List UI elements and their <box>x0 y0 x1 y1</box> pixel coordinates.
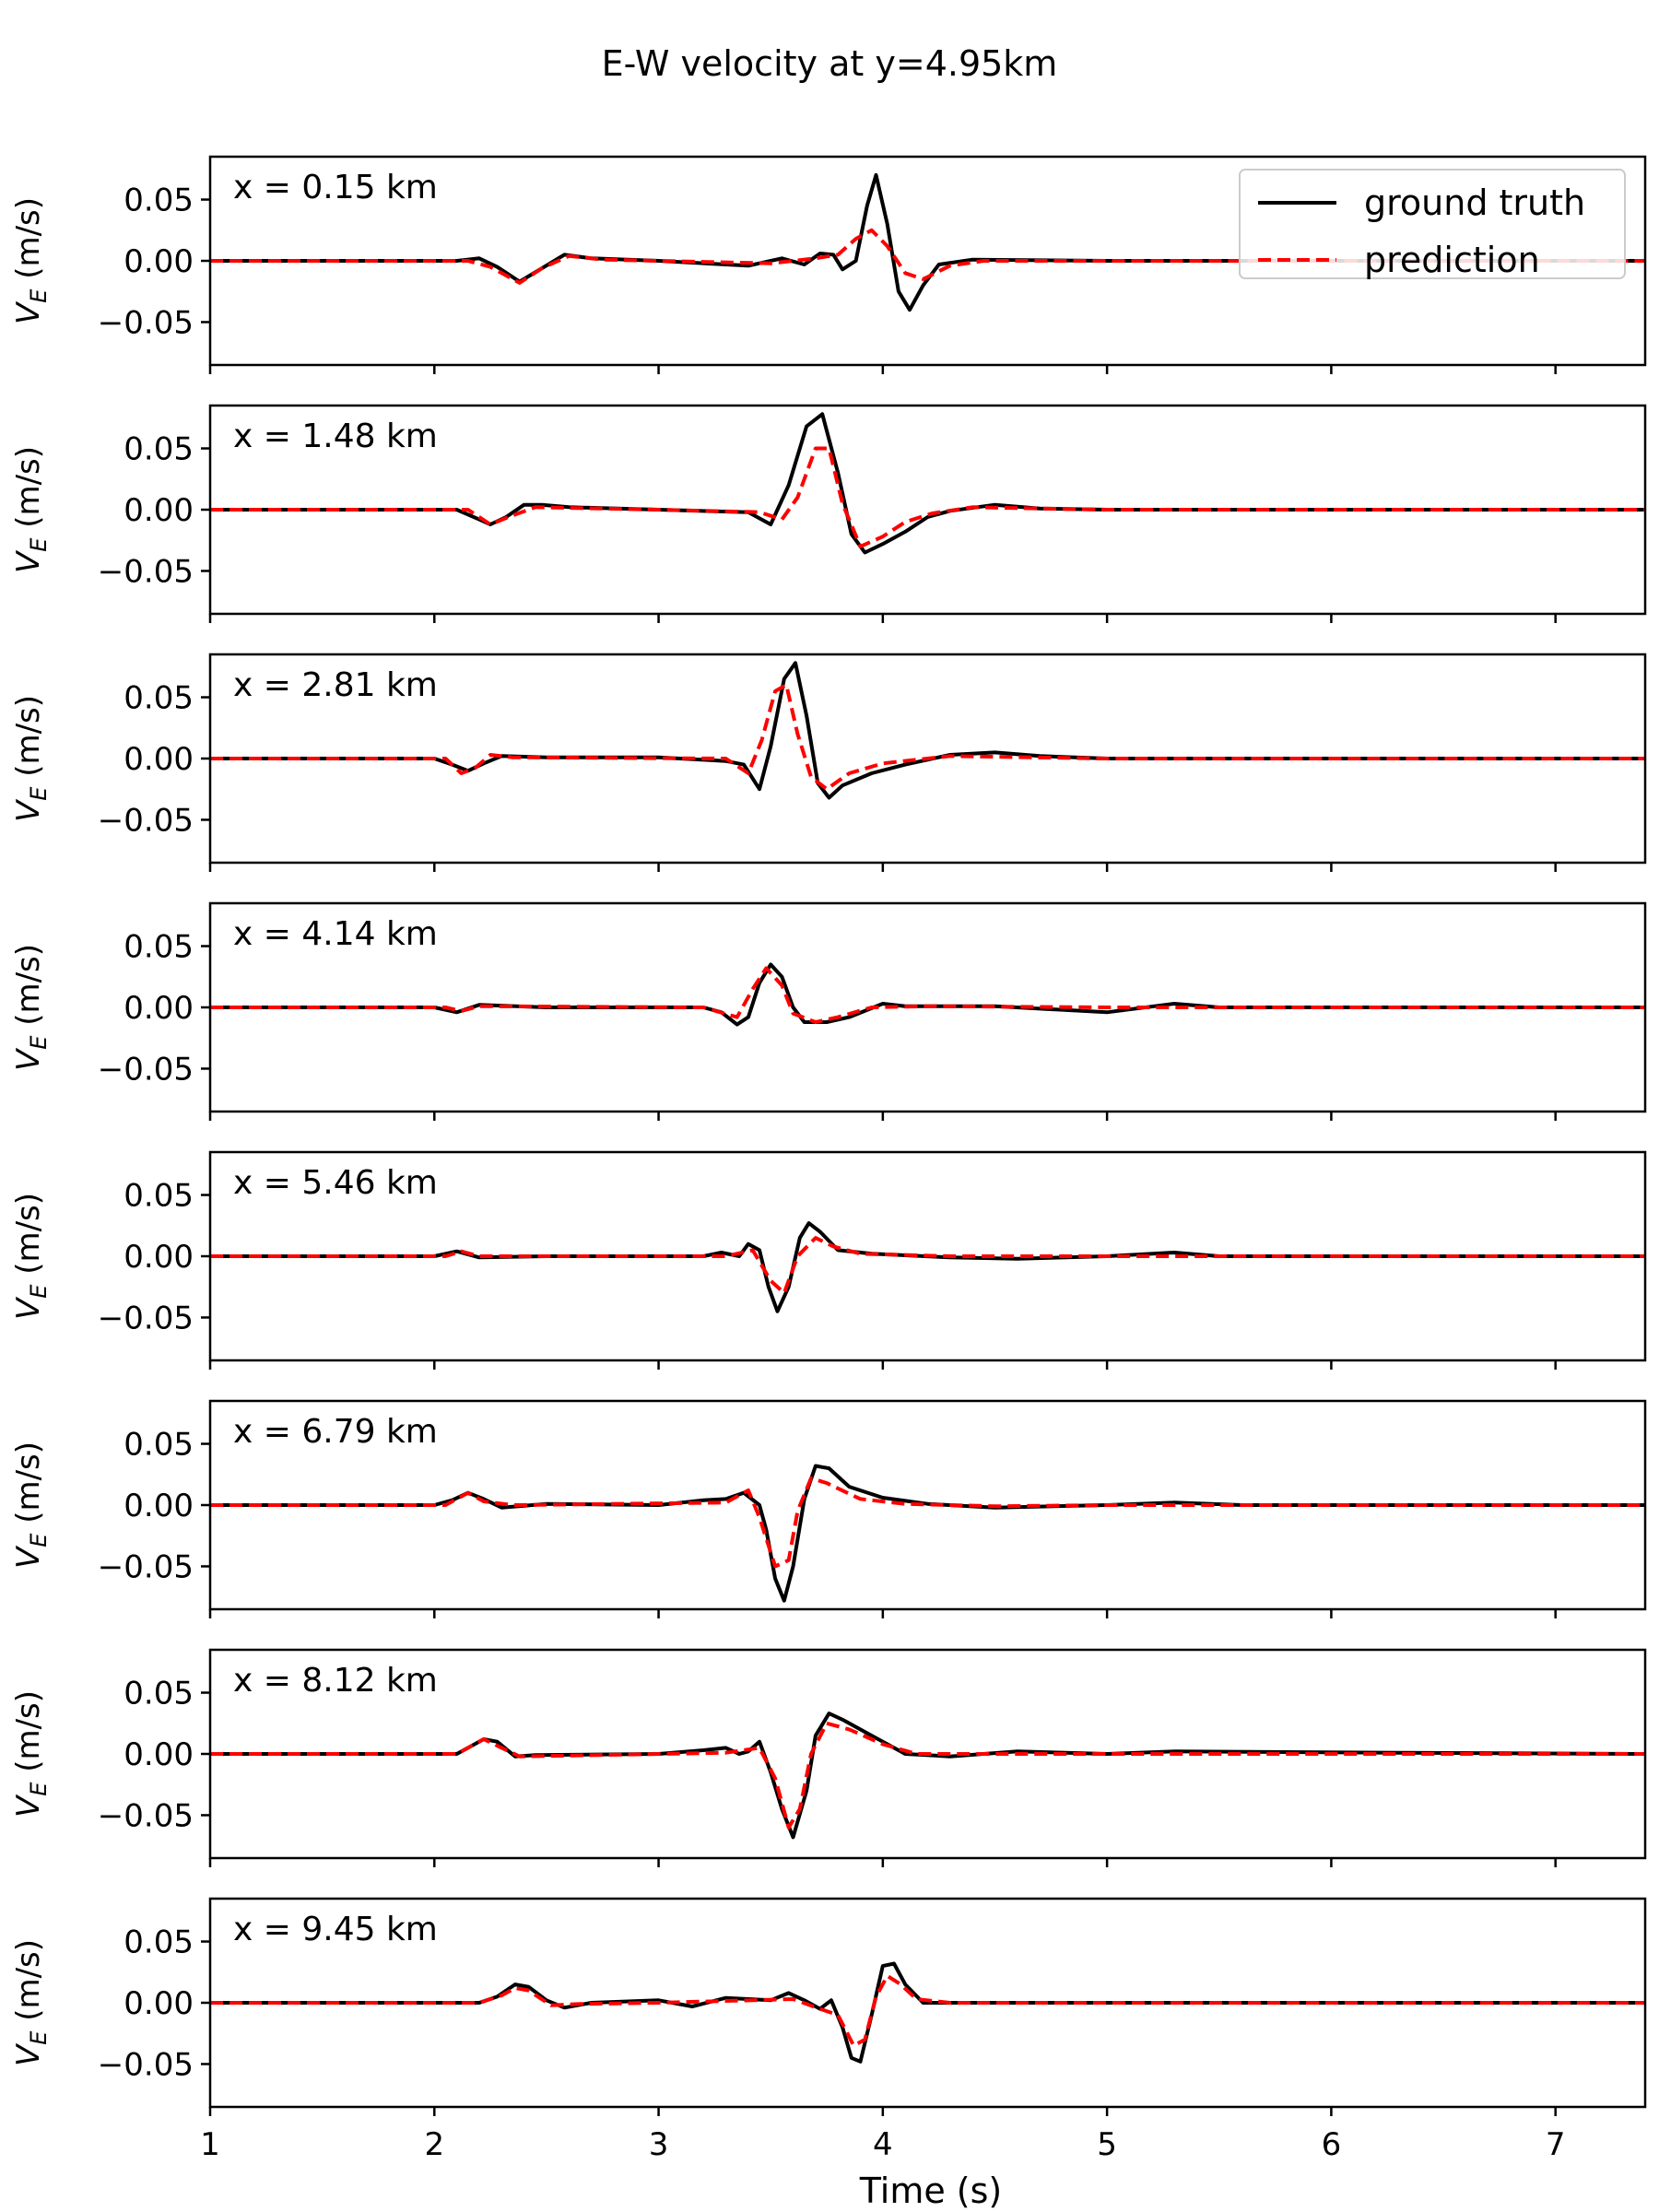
panel-8: 0.05 0.00 −0.05 x = 9.45 km VE (m/s) 1 2 3 4 5 6 7 <box>10 1897 1647 2163</box>
ground-truth-line <box>210 1712 1646 1840</box>
panel-label: x = 4.14 km <box>233 915 438 953</box>
x-tick-label: 3 <box>649 2126 669 2163</box>
y-tick-label: 0.00 <box>124 1488 194 1524</box>
panel-5: 0.05 0.00 −0.05 x = 5.46 km VE (m/s) <box>10 1150 1647 1370</box>
y-tick-label: 0.00 <box>124 1985 194 2022</box>
panels: 0.05 0.00 −0.05 x = 0.15 km VE (m/s) ground t… <box>10 155 1647 2163</box>
y-tick-label: 0.00 <box>124 1736 194 1773</box>
y-tick-label: −0.05 <box>98 304 194 341</box>
panel-3: 0.05 0.00 −0.05 x = 2.81 km VE (m/s) <box>10 653 1647 872</box>
y-tick-label: −0.05 <box>98 802 194 839</box>
y-tick-label: 0.05 <box>124 1427 194 1464</box>
y-axis-label: VE (m/s) <box>10 1193 52 1320</box>
x-tick-label: 1 <box>200 2126 220 2163</box>
y-tick-label: 0.00 <box>124 492 194 529</box>
x-tick-label: 2 <box>424 2126 444 2163</box>
panel-2: 0.05 0.00 −0.05 x = 1.48 km VE (m/s) <box>10 404 1647 623</box>
chart-title: E-W velocity at y=4.95km <box>602 43 1058 84</box>
prediction-line <box>210 1236 1645 1295</box>
panel-label: x = 6.79 km <box>233 1413 438 1451</box>
y-axis-label: VE (m/s) <box>10 1690 52 1818</box>
y-tick-label: 0.05 <box>124 1676 194 1712</box>
panel-7: 0.05 0.00 −0.05 x = 8.12 km VE (m/s) <box>10 1648 1647 1867</box>
prediction-line <box>210 1973 1645 2048</box>
ground-truth-line <box>210 1464 1645 1603</box>
x-tick-label: 6 <box>1322 2126 1342 2163</box>
y-tick-label: 0.00 <box>124 990 194 1027</box>
prediction-line <box>210 683 1645 792</box>
x-axis-label: Time (s) <box>859 2171 1003 2211</box>
panel-label: x = 0.15 km <box>233 169 438 206</box>
panel-6: 0.05 0.00 −0.05 x = 6.79 km VE (m/s) <box>10 1399 1647 1618</box>
ground-truth-line <box>210 962 1645 1027</box>
ground-truth-line <box>210 1961 1645 2064</box>
x-tick-label: 7 <box>1546 2126 1566 2163</box>
panel-label: x = 8.12 km <box>233 1662 438 1700</box>
panel-4: 0.05 0.00 −0.05 x = 4.14 km VE (m/s) <box>10 901 1647 1121</box>
y-tick-label: 0.05 <box>124 431 194 468</box>
y-tick-label: 0.05 <box>124 182 194 219</box>
y-tick-label: −0.05 <box>98 1051 194 1088</box>
panel-label: x = 2.81 km <box>233 666 438 704</box>
panel-label: x = 9.45 km <box>233 1911 438 1948</box>
y-tick-label: −0.05 <box>98 2046 194 2083</box>
y-tick-label: 0.00 <box>124 1239 194 1276</box>
y-axis-label: VE (m/s) <box>10 1441 52 1569</box>
y-tick-label: 0.05 <box>124 1178 194 1215</box>
y-tick-label: 0.05 <box>124 1924 194 1961</box>
x-tick-label: 4 <box>873 2126 893 2163</box>
prediction-line <box>210 228 1645 285</box>
legend-box <box>1239 169 1626 279</box>
panel-label: x = 1.48 km <box>233 418 438 455</box>
y-tick-label: 0.05 <box>124 680 194 717</box>
y-tick-label: 0.00 <box>124 741 194 778</box>
y-tick-label: −0.05 <box>98 1797 194 1834</box>
prediction-line <box>210 446 1645 548</box>
legend-label: prediction <box>1364 240 1540 280</box>
y-tick-label: −0.05 <box>98 1300 194 1336</box>
y-tick-label: 0.00 <box>124 243 194 280</box>
panel-label: x = 5.46 km <box>233 1164 438 1202</box>
prediction-line <box>210 966 1645 1024</box>
x-tick-label: 5 <box>1097 2126 1117 2163</box>
y-tick-label: −0.05 <box>98 553 194 590</box>
y-axis-label: VE (m/s) <box>10 446 52 573</box>
y-axis-label: VE (m/s) <box>10 944 52 1071</box>
y-axis-label: VE (m/s) <box>10 1939 52 2066</box>
y-axis-label: VE (m/s) <box>10 695 52 822</box>
legend: ground truth prediction <box>1239 169 1626 280</box>
legend-label: ground truth <box>1364 182 1585 223</box>
y-tick-label: 0.05 <box>124 929 194 966</box>
y-tick-label: −0.05 <box>98 1548 194 1585</box>
prediction-line <box>210 1721 1645 1830</box>
panel-1: 0.05 0.00 −0.05 x = 0.15 km VE (m/s) ground t… <box>10 155 1647 374</box>
ground-truth-line <box>210 1221 1645 1313</box>
y-axis-label: VE (m/s) <box>10 197 52 324</box>
prediction-line <box>210 1476 1645 1569</box>
